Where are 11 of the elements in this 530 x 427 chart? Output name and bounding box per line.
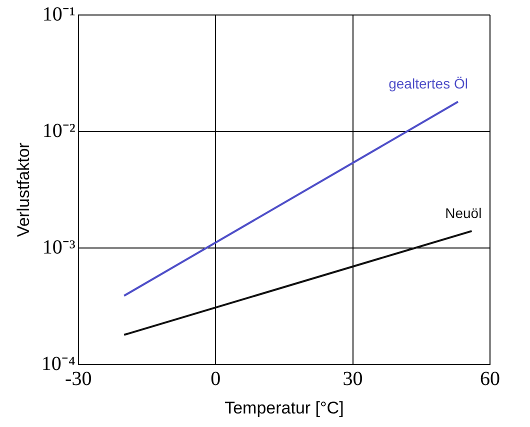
y-tick-label: 10⁻²	[42, 120, 76, 142]
x-tick-label: 0	[210, 368, 221, 390]
series-label: gealtertes Öl	[388, 76, 468, 92]
x-tick-label: -30	[65, 368, 92, 390]
y-axis-title: Verlustfaktor	[14, 142, 33, 238]
y-tick-label: 10⁻³	[42, 236, 76, 258]
x-tick-label: 30	[342, 368, 363, 390]
y-tick-label: 10⁻¹	[42, 3, 76, 26]
x-axis-title: Temperatur [°C]	[224, 398, 344, 418]
x-tick-label: 60	[480, 368, 500, 390]
series-label: Neuöl	[445, 204, 482, 221]
